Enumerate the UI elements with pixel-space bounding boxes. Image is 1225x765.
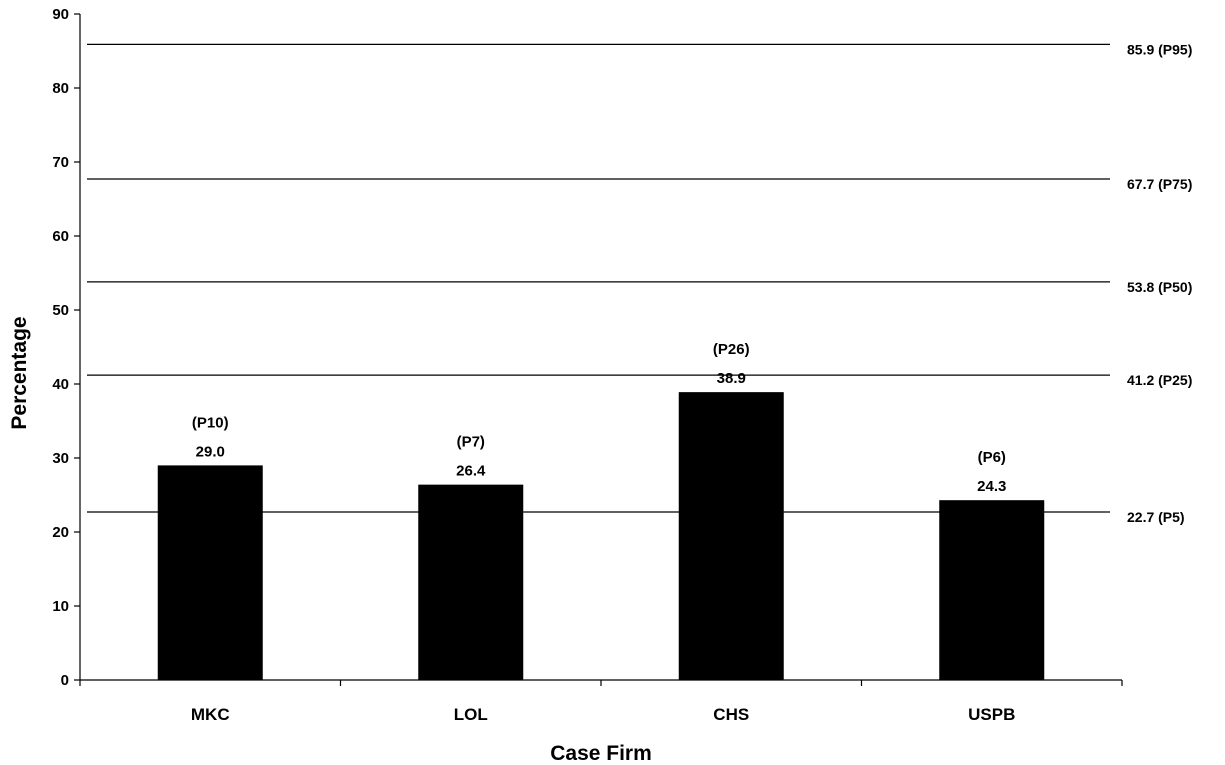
y-tick-label: 60 [52,228,69,245]
bar [418,484,524,680]
bar-percentile-label: (P7) [457,434,485,451]
x-tick-label: USPB [968,705,1015,724]
bar-percentile-label: (P6) [978,449,1006,466]
y-tick-label: 30 [52,450,69,467]
bar-percentile-label: (P26) [713,341,750,358]
axes: 0 10 20 30 40 50 60 70 80 90 [52,6,1123,689]
bar [678,392,784,680]
y-tick-label: 0 [61,672,69,689]
reference-line-label: 53.8 (P50) [1127,279,1192,295]
y-tick-label: 40 [52,376,69,393]
bar-value-label: 38.9 [717,370,746,387]
y-tick-label: 20 [52,524,69,541]
bar-value-label: 24.3 [977,478,1006,495]
y-tick-label: 10 [52,598,69,615]
reference-lines: 85.9 (P95) 67.7 (P75) 53.8 (P50) 41.2 (P25)… [87,41,1192,525]
y-tick-label: 50 [52,302,69,319]
x-axis-title: Case Firm [550,742,652,765]
x-tick-label: MKC [191,705,230,724]
y-tick-label: 90 [52,6,69,23]
y-axis-title: Percentage [8,316,31,429]
bar-percentile-label: (P10) [192,414,229,431]
bar [157,465,263,680]
y-tick-label: 80 [52,80,69,97]
y-tick-label: 70 [52,154,69,171]
reference-line-label: 85.9 (P95) [1127,41,1192,57]
bar-value-label: 26.4 [456,463,486,480]
x-tick-label: LOL [454,705,488,724]
reference-line-label: 67.7 (P75) [1127,176,1192,192]
bars: 29.0 (P10) MKC 26.4 (P7) LOL 38.9 (P26) CHS 24.3 (… [157,341,1045,724]
x-tick-label: CHS [713,705,749,724]
reference-line-label: 22.7 (P5) [1127,509,1185,525]
bar [939,500,1045,680]
reference-line-label: 41.2 (P25) [1127,372,1192,388]
bar-value-label: 29.0 [196,443,225,460]
